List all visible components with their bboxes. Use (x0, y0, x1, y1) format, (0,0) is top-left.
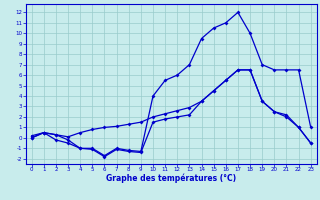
X-axis label: Graphe des températures (°C): Graphe des températures (°C) (106, 174, 236, 183)
